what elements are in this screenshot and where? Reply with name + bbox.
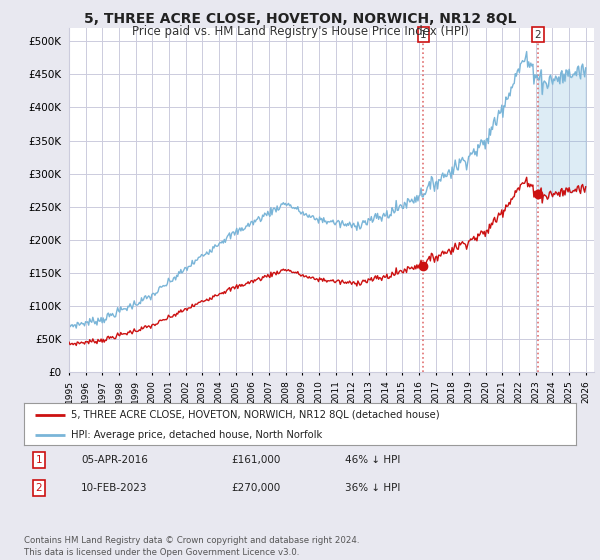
Text: 1: 1 [35, 455, 43, 465]
Text: 2: 2 [535, 30, 541, 40]
Text: £161,000: £161,000 [231, 455, 280, 465]
Text: 5, THREE ACRE CLOSE, HOVETON, NORWICH, NR12 8QL (detached house): 5, THREE ACRE CLOSE, HOVETON, NORWICH, N… [71, 410, 440, 420]
Text: 5, THREE ACRE CLOSE, HOVETON, NORWICH, NR12 8QL: 5, THREE ACRE CLOSE, HOVETON, NORWICH, N… [84, 12, 516, 26]
Text: Price paid vs. HM Land Registry's House Price Index (HPI): Price paid vs. HM Land Registry's House … [131, 25, 469, 38]
Text: 1: 1 [420, 30, 427, 40]
Text: Contains HM Land Registry data © Crown copyright and database right 2024.
This d: Contains HM Land Registry data © Crown c… [24, 536, 359, 557]
Text: 05-APR-2016: 05-APR-2016 [81, 455, 148, 465]
Text: 36% ↓ HPI: 36% ↓ HPI [345, 483, 400, 493]
Text: HPI: Average price, detached house, North Norfolk: HPI: Average price, detached house, Nort… [71, 430, 322, 440]
Text: £270,000: £270,000 [231, 483, 280, 493]
Text: 2: 2 [35, 483, 43, 493]
Text: 10-FEB-2023: 10-FEB-2023 [81, 483, 148, 493]
Text: 46% ↓ HPI: 46% ↓ HPI [345, 455, 400, 465]
